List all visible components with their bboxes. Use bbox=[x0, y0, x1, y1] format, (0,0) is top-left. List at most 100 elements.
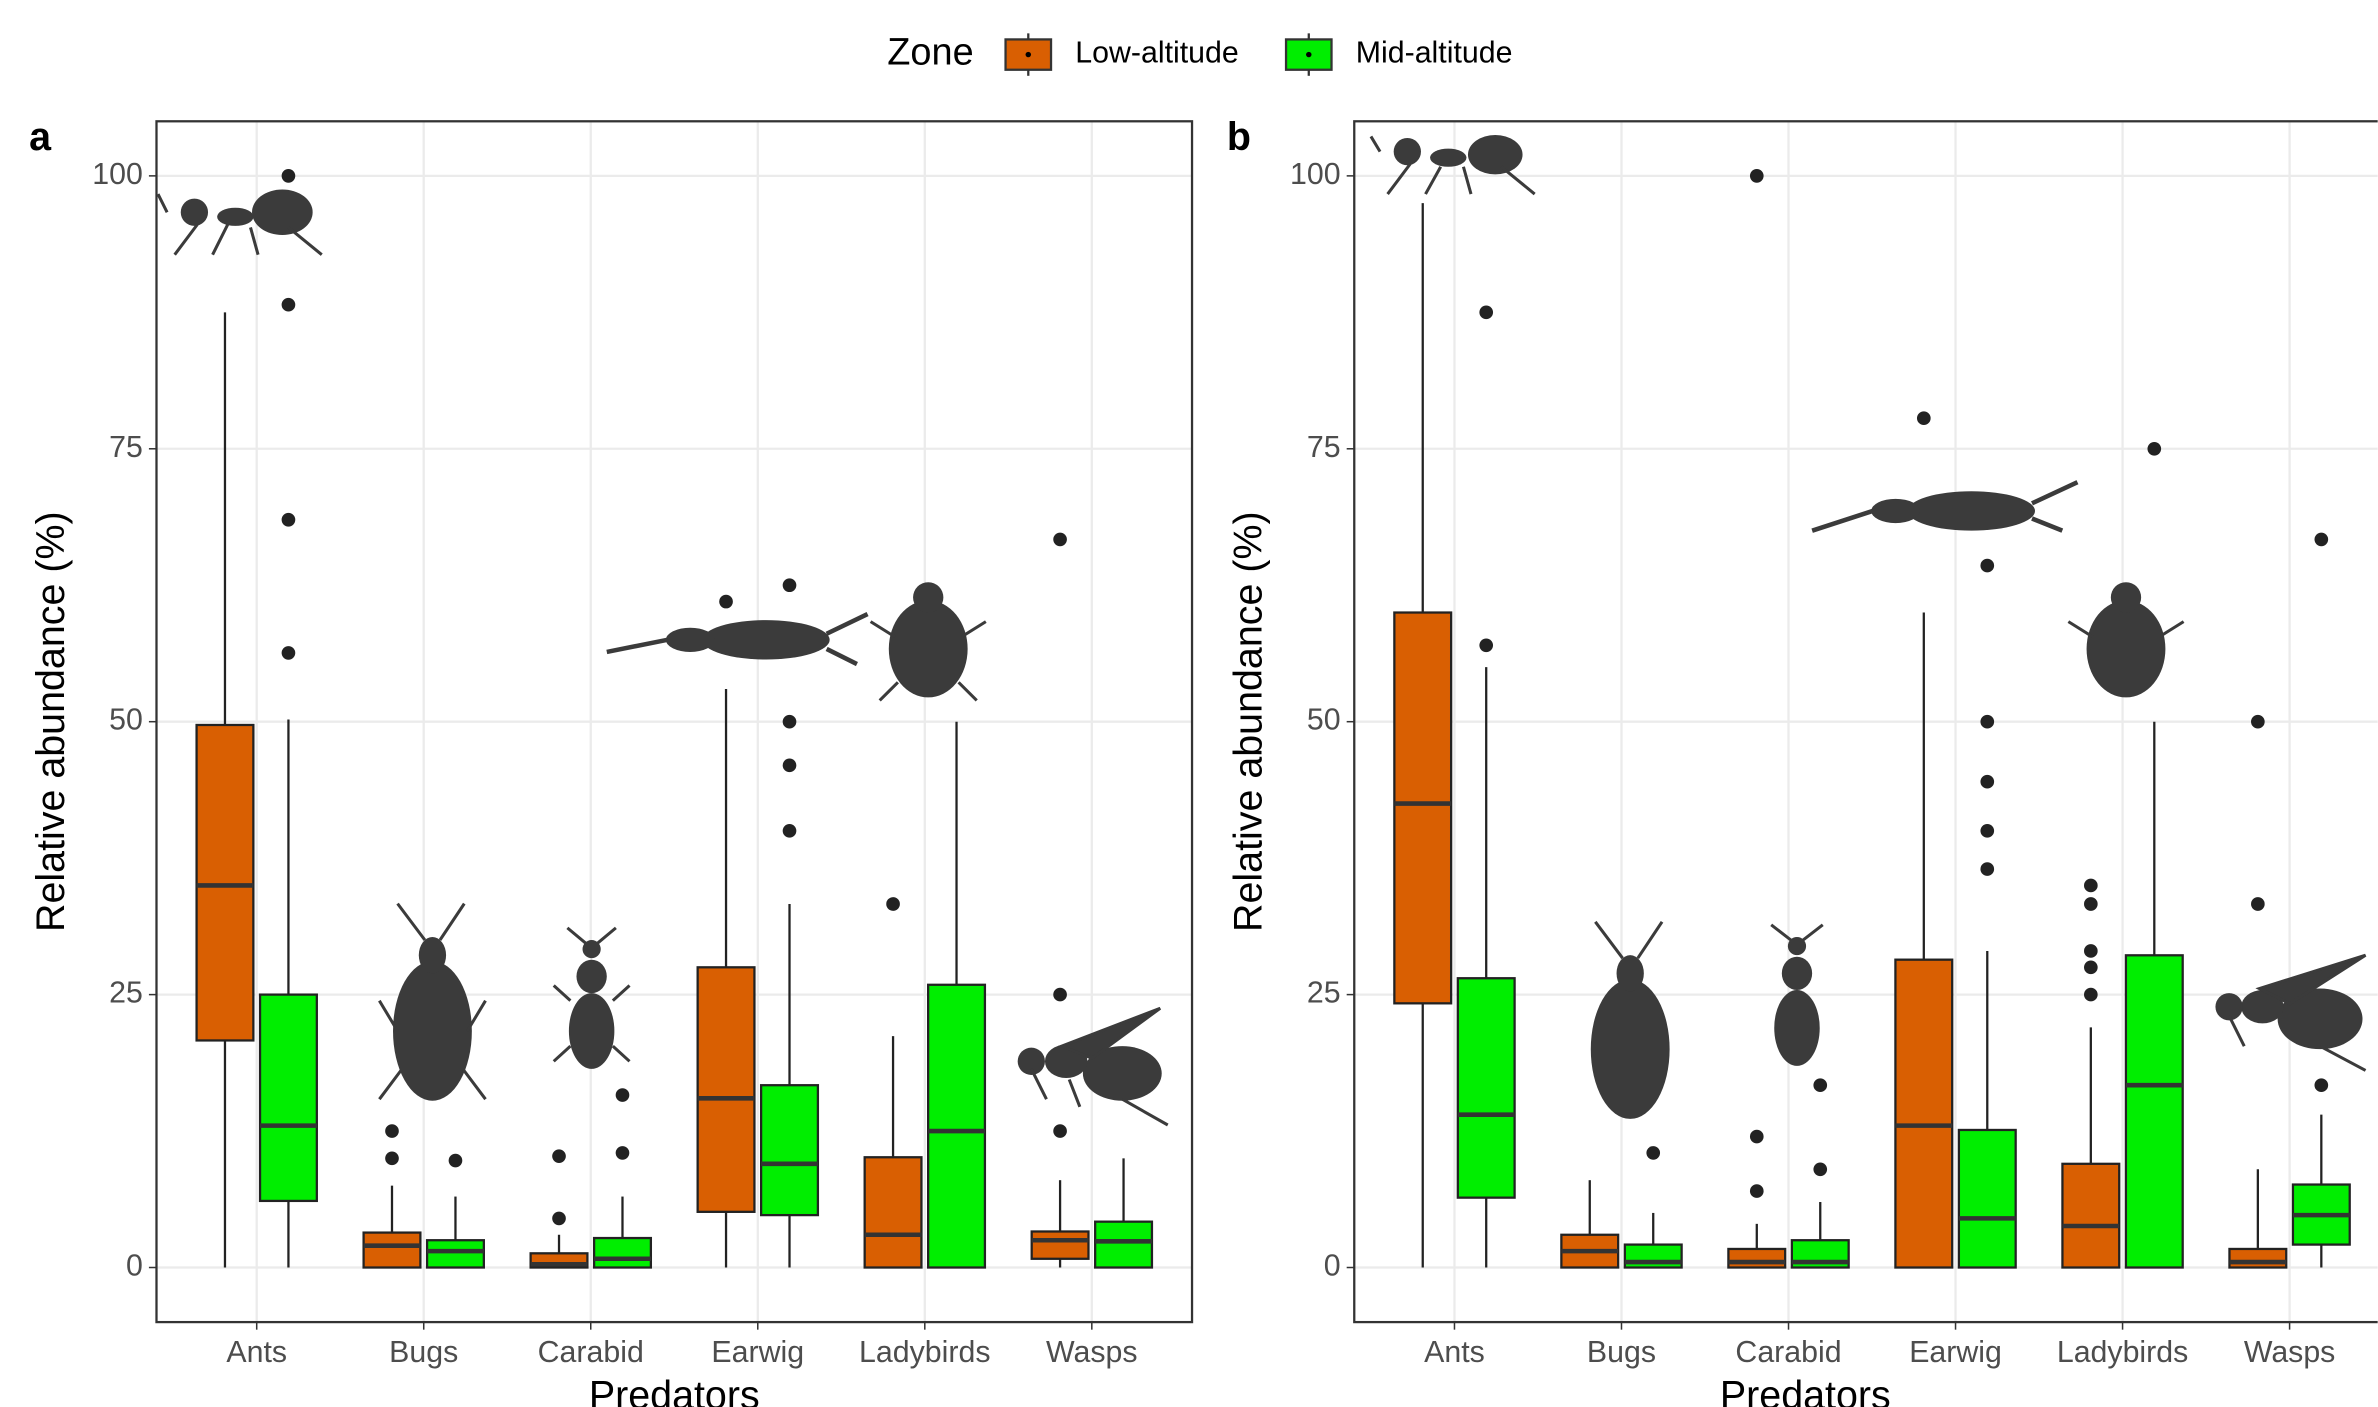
x-tick-label: Bugs bbox=[389, 1336, 458, 1369]
panel-tag: b bbox=[1227, 115, 1251, 159]
outlier bbox=[1053, 987, 1067, 1002]
outlier bbox=[615, 1088, 630, 1102]
outlier bbox=[1980, 862, 1995, 876]
outlier bbox=[1813, 1162, 1828, 1177]
outlier bbox=[281, 646, 296, 660]
panel-border bbox=[155, 120, 1194, 1324]
box bbox=[362, 1231, 422, 1269]
y-tick-label: 50 bbox=[109, 704, 143, 737]
insect-silhouettes bbox=[156, 134, 2367, 1127]
box bbox=[2124, 954, 2184, 1269]
y-tick-label: 50 bbox=[1307, 704, 1341, 737]
outlier bbox=[281, 169, 296, 183]
outlier bbox=[2314, 1078, 2329, 1093]
outlier bbox=[1980, 824, 1995, 838]
outlier bbox=[1053, 532, 1067, 547]
box bbox=[1727, 1247, 1787, 1269]
box bbox=[258, 993, 318, 1203]
x-axis-title: Predators bbox=[589, 1373, 760, 1407]
outlier bbox=[2084, 960, 2098, 975]
y-tick-label: 100 bbox=[92, 158, 143, 191]
x-tick-label: Carabid bbox=[538, 1336, 644, 1369]
legend-label: Low-altitude bbox=[1075, 37, 1238, 70]
outlier bbox=[552, 1211, 566, 1226]
plots: Low-altitude Mid-altitude 0 25 50 75 100 Ants Bu… bbox=[29, 33, 2378, 1407]
outlier bbox=[782, 824, 797, 838]
outlier bbox=[385, 1151, 399, 1166]
outlier bbox=[2084, 944, 2098, 958]
x-tick-label: Ants bbox=[226, 1336, 287, 1369]
box bbox=[2228, 1247, 2288, 1269]
legend-key-dot bbox=[1025, 51, 1032, 58]
outlier bbox=[782, 578, 797, 593]
outlier bbox=[2147, 441, 2162, 456]
ant-icon bbox=[156, 189, 323, 256]
x-axis-title: Predators bbox=[1720, 1373, 1891, 1407]
box bbox=[1456, 977, 1516, 1199]
x-tick-label: Wasps bbox=[1046, 1336, 1138, 1369]
ladybird-icon bbox=[869, 582, 987, 702]
box bbox=[696, 966, 756, 1213]
outlier bbox=[719, 594, 733, 609]
box bbox=[1094, 1220, 1154, 1269]
box bbox=[1957, 1128, 2017, 1269]
ladybird-icon bbox=[2067, 582, 2185, 698]
legend-key-dot bbox=[1306, 51, 1312, 58]
outlier bbox=[615, 1146, 630, 1160]
outlier bbox=[2251, 897, 2265, 911]
outlier bbox=[1813, 1078, 1828, 1093]
outlier bbox=[2084, 897, 2098, 911]
legend-title: Zone bbox=[887, 32, 973, 74]
outlier bbox=[2084, 878, 2098, 893]
outlier bbox=[1980, 774, 1995, 789]
box bbox=[1393, 611, 1453, 1005]
x-tick-label: Bugs bbox=[1587, 1336, 1656, 1369]
outlier bbox=[281, 512, 296, 527]
x-tick-label: Earwig bbox=[711, 1336, 804, 1369]
wasp-icon bbox=[1017, 1006, 1169, 1127]
box bbox=[759, 1084, 820, 1217]
earwig-icon bbox=[1811, 480, 2079, 533]
y-tick-label: 25 bbox=[109, 977, 143, 1010]
earwig-icon bbox=[606, 611, 869, 667]
outlier bbox=[1479, 638, 1494, 653]
outlier bbox=[1916, 411, 1931, 426]
box bbox=[592, 1236, 653, 1269]
outlier bbox=[782, 758, 797, 773]
box bbox=[926, 983, 987, 1269]
x-tick-label: Ladybirds bbox=[2057, 1336, 2188, 1369]
y-axis-title: Relative abundance (%) bbox=[29, 511, 73, 932]
outlier bbox=[1749, 169, 1764, 183]
y-tick-label: 100 bbox=[1290, 158, 1341, 191]
outlier bbox=[886, 897, 900, 911]
carabid-icon bbox=[1770, 923, 1824, 1066]
box bbox=[1894, 958, 1954, 1269]
outlier bbox=[281, 297, 296, 312]
outlier bbox=[1980, 714, 1995, 729]
outlier bbox=[2084, 987, 2098, 1002]
box bbox=[425, 1239, 485, 1269]
bug-icon bbox=[1590, 920, 1670, 1119]
panel-border bbox=[1353, 120, 2378, 1324]
box bbox=[195, 723, 255, 1042]
y-tick-label: 75 bbox=[109, 431, 143, 464]
carabid-icon bbox=[552, 926, 631, 1069]
y-tick-label: 75 bbox=[1307, 431, 1341, 464]
x-tick-label: Ladybirds bbox=[859, 1336, 990, 1369]
outlier bbox=[2251, 714, 2265, 729]
x-tick-label: Carabid bbox=[1735, 1336, 1841, 1369]
outlier bbox=[1646, 1146, 1661, 1160]
x-tick-label: Wasps bbox=[2244, 1336, 2336, 1369]
legend-label: Mid-altitude bbox=[1356, 37, 1513, 70]
outlier bbox=[782, 714, 797, 729]
y-tick-label: 25 bbox=[1307, 977, 1341, 1010]
x-tick-label: Earwig bbox=[1909, 1336, 2002, 1369]
bug-icon bbox=[378, 902, 487, 1101]
x-tick-label: Ants bbox=[1424, 1336, 1485, 1369]
wasp-icon bbox=[2215, 953, 2367, 1072]
outlier bbox=[385, 1124, 399, 1138]
y-tick-label: 0 bbox=[126, 1250, 143, 1283]
box bbox=[2061, 1162, 2121, 1269]
